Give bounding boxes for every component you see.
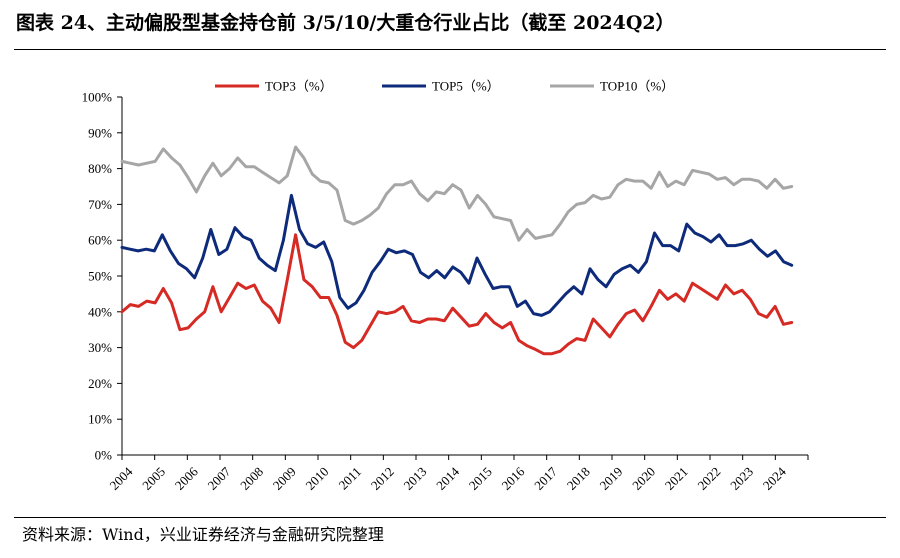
x-tick-label: 2021: [662, 464, 691, 493]
x-tick-label: 2014: [433, 464, 462, 493]
legend-label: TOP10（%）: [600, 79, 674, 94]
chart-title: 图表 24、主动偏股型基金持仓前 3/5/10/大重仓行业占比（截至 2024Q…: [16, 12, 675, 34]
y-tick-label: 0%: [95, 448, 113, 463]
source-note: 资料来源：Wind，兴业证券经济与金融研究院整理: [22, 525, 384, 544]
x-tick-label: 2022: [694, 464, 723, 493]
x-tick-label: 2011: [335, 464, 364, 493]
y-tick-label: 90%: [88, 125, 112, 140]
y-tick-label: 60%: [88, 233, 112, 248]
series-line-3: [120, 145, 794, 242]
x-tick-label: 2006: [172, 464, 201, 493]
y-tick-label: 70%: [88, 197, 112, 212]
y-tick-label: 40%: [88, 304, 112, 319]
x-tick-label: 2020: [629, 464, 658, 493]
y-tick-label: 20%: [88, 376, 112, 391]
x-tick-label: 2024: [760, 464, 789, 493]
y-tick-label: 100%: [82, 90, 113, 105]
x-tick-label: 2004: [106, 464, 135, 493]
series-line-1: [120, 233, 794, 356]
line-chart: TOP3（%） TOP5（%） TOP10（%） 0% 10% 20% 30% 40% 50%…: [82, 79, 809, 493]
x-axis: 2004 2005 2006 2007 2008 2009 2010 2011 2012 2013…: [106, 454, 809, 493]
source-divider: [14, 517, 886, 518]
y-axis: 0% 10% 20% 30% 40% 50% 60% 70% 80% 90% 100%: [82, 90, 123, 463]
x-tick-label: 2010: [302, 464, 331, 493]
x-tick-label: 2019: [596, 464, 625, 493]
x-tick-label: 2023: [727, 464, 756, 493]
legend-label: TOP3（%）: [265, 79, 333, 94]
x-tick-label: 2007: [204, 464, 233, 493]
series-layer: [120, 145, 794, 356]
series-line-2: [120, 193, 794, 317]
y-tick-label: 10%: [88, 412, 112, 427]
title-divider: [14, 49, 886, 50]
legend-label: TOP5（%）: [432, 79, 500, 94]
y-tick-label: 30%: [88, 340, 112, 355]
x-tick-label: 2009: [270, 464, 299, 493]
y-tick-label: 50%: [88, 269, 112, 284]
x-tick-label: 2005: [139, 464, 168, 493]
x-tick-label: 2008: [237, 464, 266, 493]
x-tick-label: 2018: [564, 464, 593, 493]
chart-legend: TOP3（%） TOP5（%） TOP10（%）: [215, 79, 674, 94]
y-tick-label: 80%: [88, 161, 112, 176]
x-tick-label: 2013: [400, 464, 429, 493]
x-tick-label: 2015: [466, 464, 495, 493]
x-tick-label: 2017: [531, 464, 560, 493]
x-tick-label: 2016: [498, 464, 527, 493]
x-tick-label: 2012: [368, 464, 397, 493]
